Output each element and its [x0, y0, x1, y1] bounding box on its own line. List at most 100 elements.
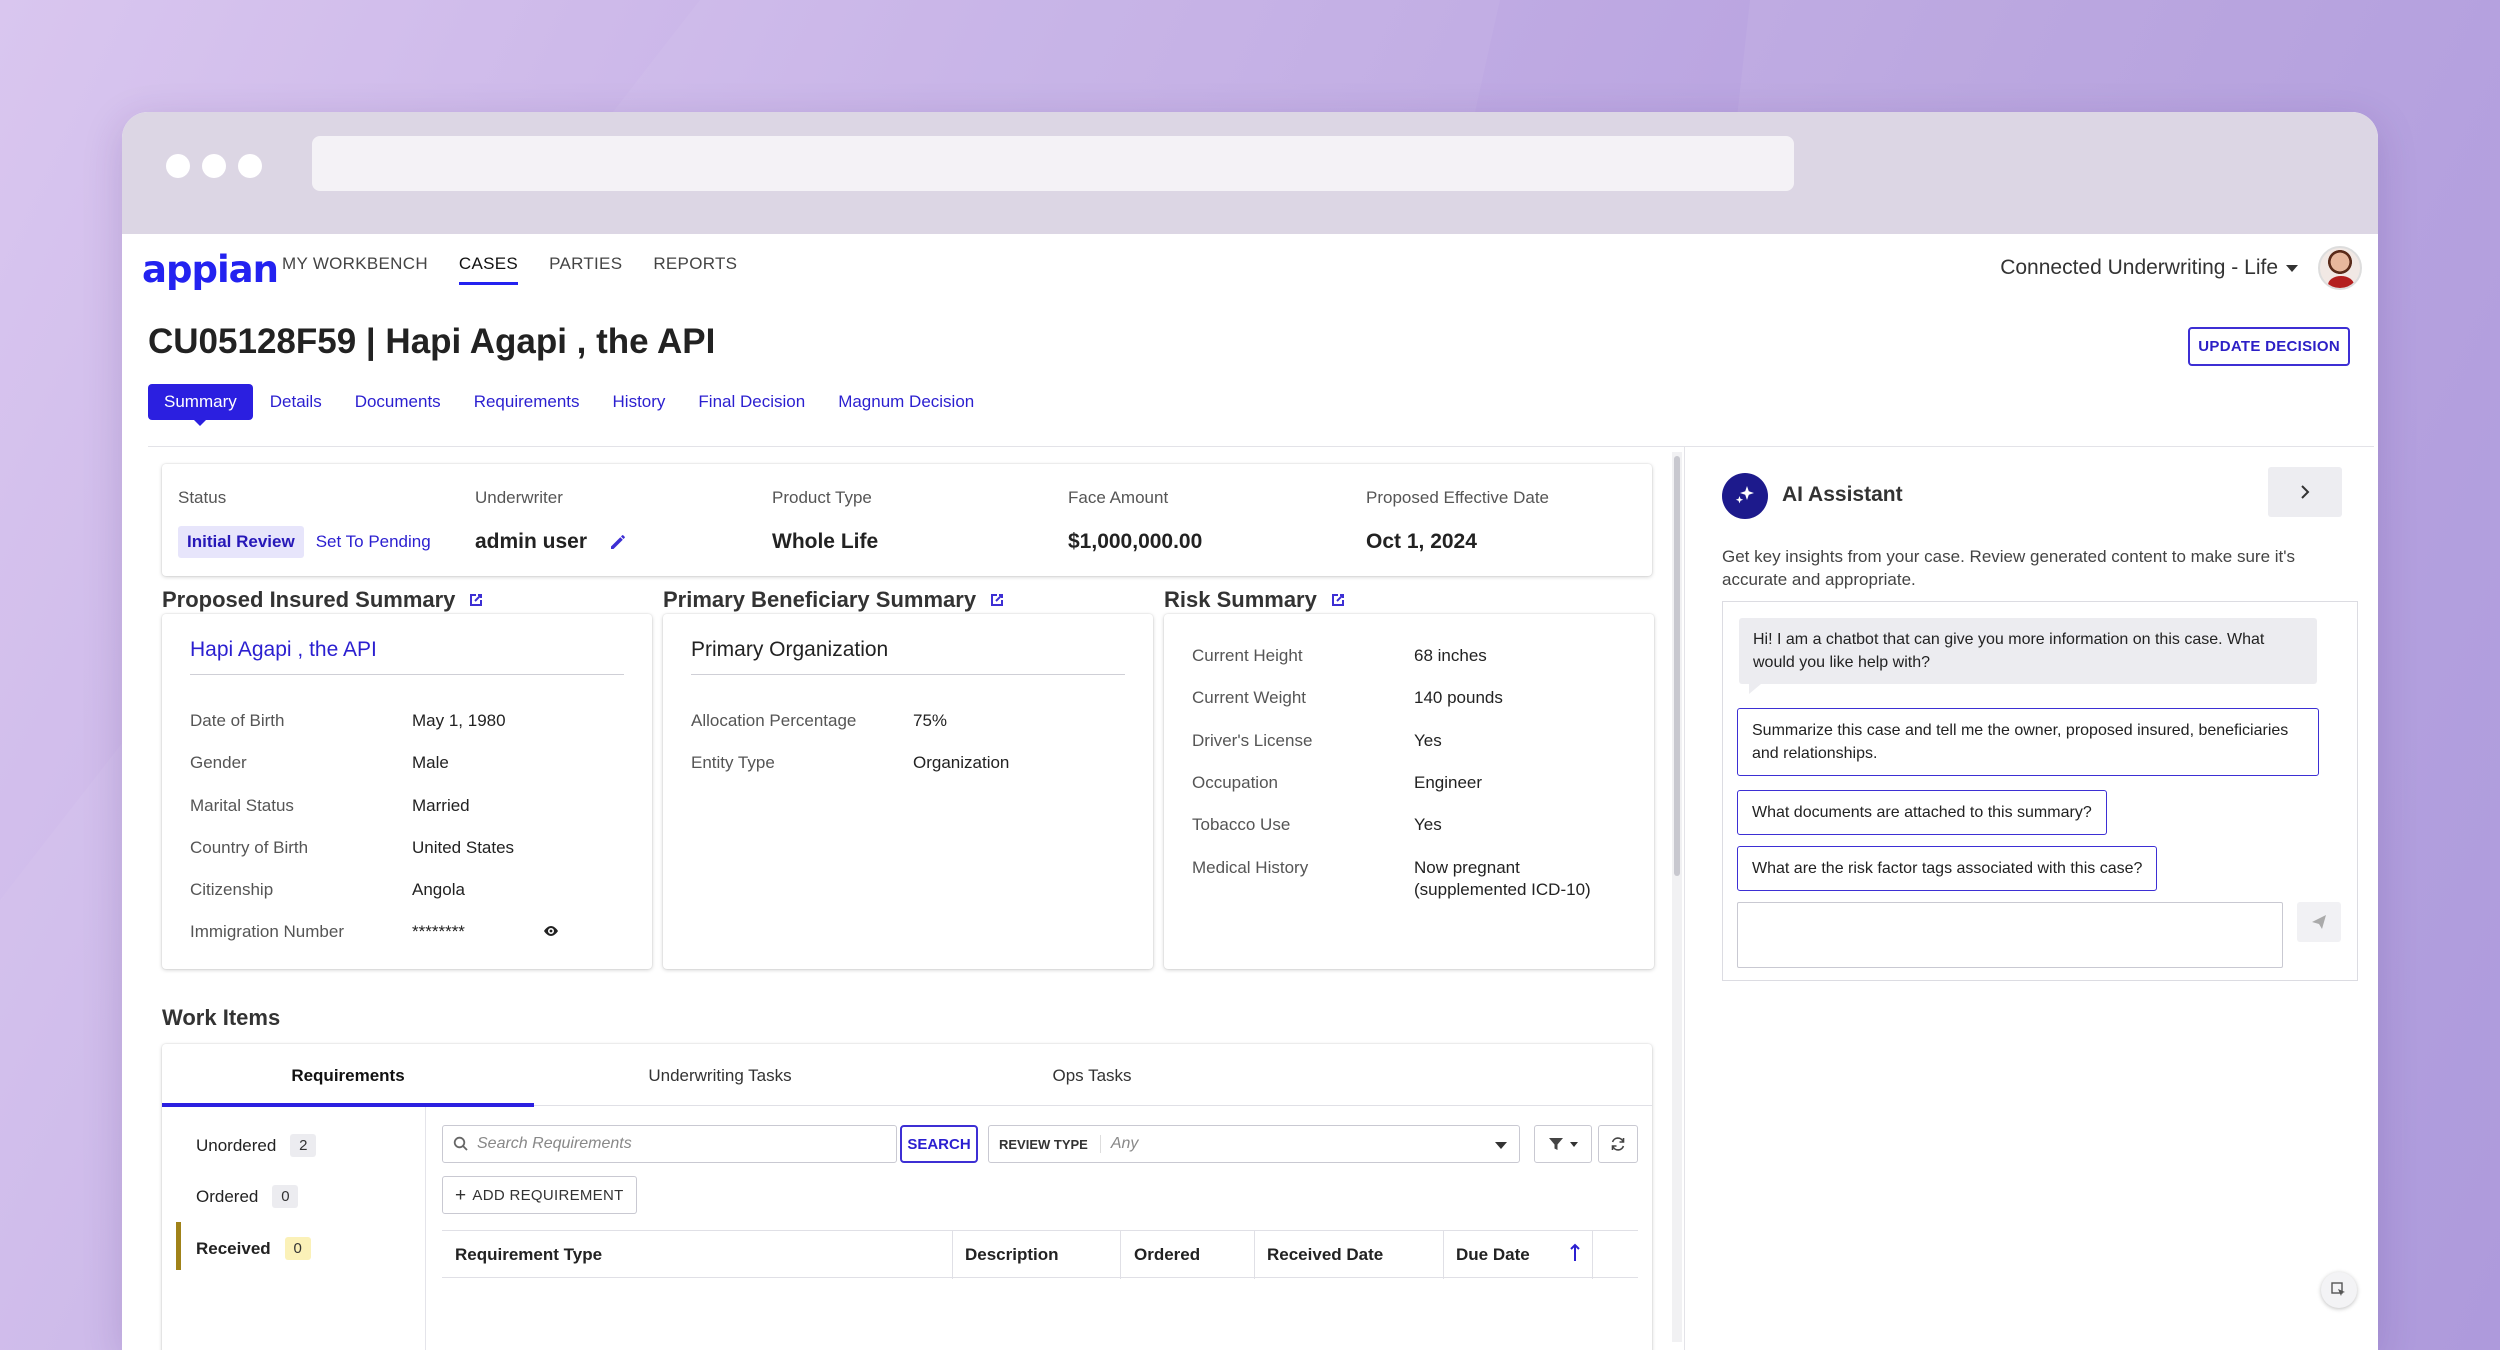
- nav-cases[interactable]: CASES: [458, 254, 519, 285]
- field-label: Allocation Percentage: [691, 711, 857, 730]
- proposed-insured-card: Hapi Agapi , the API Date of Birth May 1,…: [162, 614, 652, 969]
- count-badge: 2: [290, 1134, 317, 1157]
- refresh-icon: [1611, 1137, 1625, 1151]
- field-value: Now pregnant: [1414, 858, 1520, 877]
- sort-ascending-icon[interactable]: [1569, 1243, 1581, 1263]
- filter-received[interactable]: Received 0: [196, 1237, 311, 1260]
- field-value: Angola: [412, 880, 465, 899]
- status-column: Status Initial Review Set To Pending: [178, 488, 431, 558]
- field-label: Country of Birth: [190, 838, 309, 857]
- status-label: Status: [178, 488, 227, 507]
- field-label: Date of Birth: [190, 711, 285, 730]
- tab-final-decision[interactable]: Final Decision: [698, 392, 806, 411]
- field-label: Citizenship: [190, 880, 274, 899]
- count-badge: 0: [272, 1185, 299, 1208]
- tab-underwriting-tasks[interactable]: Underwriting Tasks: [648, 1066, 792, 1085]
- tab-magnum-decision[interactable]: Magnum Decision: [838, 392, 975, 411]
- nav-reports[interactable]: REPORTS: [653, 254, 738, 273]
- filter-button[interactable]: [1534, 1125, 1592, 1163]
- risk-summary-card: Current Height 68 inches Current Weight 14…: [1164, 614, 1654, 969]
- scrollbar-thumb[interactable]: [1674, 456, 1680, 876]
- primary-beneficiary-title: Primary Beneficiary Summary: [663, 587, 1006, 613]
- collapse-panel-button[interactable]: [2268, 467, 2342, 517]
- scrollbar-track[interactable]: [1672, 452, 1682, 1342]
- send-button[interactable]: [2297, 902, 2341, 942]
- cursor-tool-button[interactable]: [2321, 1272, 2357, 1308]
- beneficiary-name: Primary Organization: [691, 638, 889, 661]
- search-icon: [453, 1136, 468, 1151]
- divider: [1592, 1231, 1593, 1279]
- search-input[interactable]: Search Requirements: [442, 1125, 897, 1163]
- pencil-icon[interactable]: [609, 533, 627, 551]
- window-dot[interactable]: [202, 154, 226, 178]
- field-value: ********: [412, 922, 465, 941]
- external-link-icon[interactable]: [467, 591, 485, 609]
- appian-logo[interactable]: appian: [142, 248, 279, 291]
- divider: [1443, 1231, 1444, 1279]
- browser-window: appian MY WORKBENCH CASES PARTIES REPORT…: [122, 112, 2378, 1350]
- insured-name-link[interactable]: Hapi Agapi , the API: [190, 638, 377, 661]
- risk-summary-title: Risk Summary: [1164, 587, 1347, 613]
- nav-my-workbench[interactable]: MY WORKBENCH: [282, 254, 428, 273]
- divider: [190, 674, 624, 675]
- column-header-received-date[interactable]: Received Date: [1267, 1245, 1384, 1264]
- update-decision-button[interactable]: UPDATE DECISION: [2188, 327, 2350, 366]
- tab-details[interactable]: Details: [269, 392, 322, 411]
- work-items-tabs: Requirements Underwriting Tasks Ops Task…: [162, 1044, 1652, 1107]
- proposed-insured-title: Proposed Insured Summary: [162, 587, 485, 613]
- tab-requirements[interactable]: Requirements: [291, 1066, 405, 1085]
- field-value: May 1, 1980: [412, 711, 506, 730]
- filter-unordered[interactable]: Unordered 2: [196, 1134, 317, 1157]
- chat-input[interactable]: [1737, 902, 2283, 968]
- tab-history[interactable]: History: [612, 392, 666, 411]
- status-card: Status Initial Review Set To Pending Und…: [162, 464, 1652, 576]
- sparkle-icon: [1722, 473, 1768, 519]
- external-link-icon[interactable]: [988, 591, 1006, 609]
- nav-parties[interactable]: PARTIES: [549, 254, 623, 273]
- tab-documents[interactable]: Documents: [354, 392, 441, 411]
- suggestion-chip[interactable]: Summarize this case and tell me the owne…: [1737, 708, 2319, 776]
- primary-beneficiary-card: Primary Organization Allocation Percenta…: [663, 614, 1153, 969]
- external-link-icon[interactable]: [1329, 591, 1347, 609]
- column-header-due-date[interactable]: Due Date: [1456, 1245, 1530, 1264]
- suggestion-chip[interactable]: What documents are attached to this summ…: [1737, 790, 2107, 835]
- divider: [1120, 1231, 1121, 1279]
- field-label: Occupation: [1192, 773, 1278, 792]
- field-value: Yes: [1414, 815, 1442, 834]
- eye-icon[interactable]: [542, 924, 560, 938]
- browser-chrome: [122, 112, 2378, 234]
- suggestion-chip[interactable]: What are the risk factor tags associated…: [1737, 846, 2158, 891]
- work-items-card: Requirements Underwriting Tasks Ops Task…: [162, 1044, 1652, 1350]
- work-items-title: Work Items: [162, 1005, 281, 1030]
- ai-description: Get key insights from your case. Review …: [1722, 547, 2296, 589]
- column-header-description[interactable]: Description: [965, 1245, 1059, 1264]
- filter-icon: [1549, 1138, 1563, 1150]
- section-title-text: Primary Beneficiary Summary: [663, 587, 977, 612]
- filter-label: Ordered: [196, 1186, 259, 1206]
- plus-icon: +: [455, 1184, 467, 1206]
- set-to-pending-link[interactable]: Set To Pending: [315, 532, 431, 551]
- underwriter-value: admin user: [475, 530, 588, 553]
- address-bar[interactable]: [312, 136, 1794, 191]
- column-header-ordered[interactable]: Ordered: [1134, 1245, 1201, 1264]
- avatar[interactable]: [2318, 246, 2362, 290]
- column-header-requirement-type[interactable]: Requirement Type: [455, 1245, 603, 1264]
- divider: [1254, 1231, 1255, 1279]
- field-value: Yes: [1414, 731, 1442, 750]
- field-label: Entity Type: [691, 753, 775, 772]
- filter-ordered[interactable]: Ordered 0: [196, 1185, 299, 1208]
- window-dot[interactable]: [238, 154, 262, 178]
- search-button[interactable]: SEARCH: [900, 1125, 978, 1163]
- refresh-button[interactable]: [1598, 1125, 1638, 1163]
- window-dot[interactable]: [166, 154, 190, 178]
- app-switcher[interactable]: Connected Underwriting - Life: [2000, 256, 2298, 280]
- field-label: Gender: [190, 753, 247, 772]
- review-type-select[interactable]: REVIEW TYPE Any: [988, 1125, 1520, 1163]
- field-value: Engineer: [1414, 773, 1483, 792]
- tab-summary[interactable]: Summary: [148, 384, 253, 426]
- tab-requirements[interactable]: Requirements: [473, 392, 580, 411]
- tab-ops-tasks[interactable]: Ops Tasks: [1052, 1066, 1132, 1085]
- add-requirement-button[interactable]: + ADD REQUIREMENT: [442, 1176, 637, 1214]
- cursor-icon: [2331, 1282, 2345, 1296]
- face-amount-value: $1,000,000.00: [1068, 530, 1203, 553]
